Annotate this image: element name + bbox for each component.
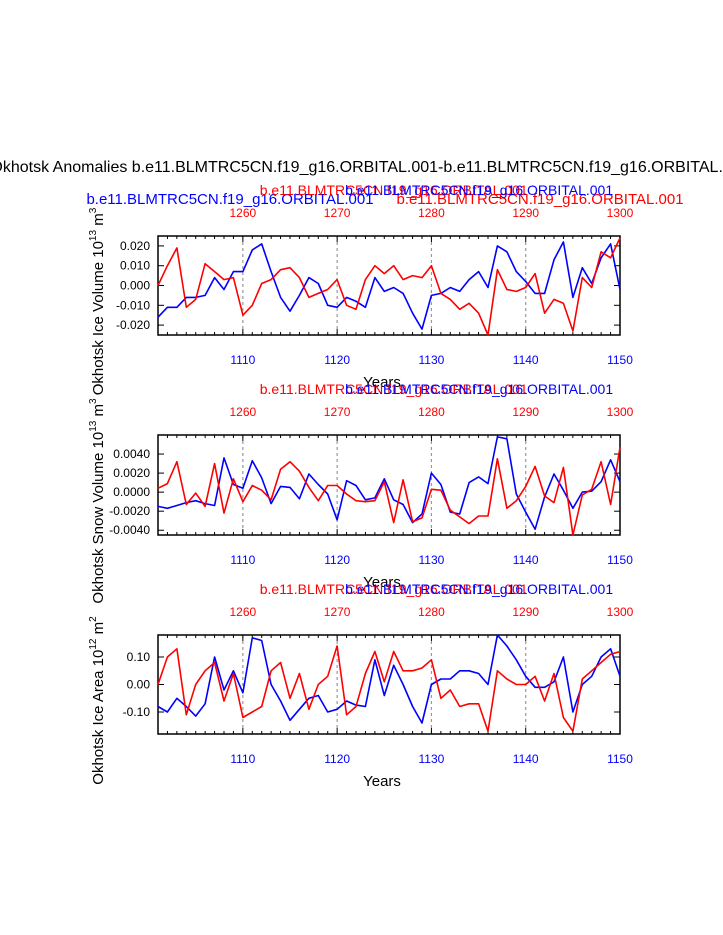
x-tick-label: 1150: [607, 752, 633, 766]
x-tick-label: 1150: [607, 553, 633, 567]
panel-ice-area: b.e11.BLMTRC5CN.f19_g16.ORBITAL.001b.e11…: [88, 581, 634, 790]
top-tick-label: 1270: [324, 405, 351, 419]
top-title-red: b.e11.BLMTRC5CN.f19_g16.ORBITAL.001: [260, 182, 528, 198]
plot-frame: [157, 235, 621, 336]
figure-title: Okhotsk Anomalies b.e11.BLMTRC5CN.f19_g1…: [0, 159, 723, 176]
series-line-blue: [157, 241, 621, 330]
y-axis-label-text: Okhotsk Ice Area 10: [90, 650, 107, 785]
x-tick-label: 1150: [607, 353, 633, 367]
top-tick-label: 1270: [324, 206, 351, 220]
top-tick-label: 1270: [324, 605, 351, 619]
y-axis-label-unit: m: [90, 622, 107, 639]
x-tick-label: 1120: [324, 752, 350, 766]
x-tick-label: 1110: [230, 553, 255, 567]
y-tick-label: 0.00: [127, 678, 151, 692]
y-axis-label-unit-exp: 3: [88, 207, 99, 213]
y-tick-label: -0.010: [116, 298, 150, 312]
y-axis-label-unit-exp: 3: [88, 398, 99, 404]
y-tick-label: -0.0020: [109, 504, 150, 518]
y-axis-label: Okhotsk Ice Area 1012 m2: [88, 616, 107, 785]
top-tick-label: 1280: [418, 206, 445, 220]
top-title-red: b.e11.BLMTRC5CN.f19_g16.ORBITAL.001: [260, 581, 528, 597]
top-tick-label: 1300: [607, 605, 634, 619]
top-tick-label: 1260: [230, 405, 257, 419]
top-title-red: b.e11.BLMTRC5CN.f19_g16.ORBITAL.001: [260, 381, 528, 397]
top-tick-label: 1290: [512, 605, 539, 619]
series-line-blue: [157, 436, 621, 531]
subtitle-right-red: b.e11.BLMTRC5CN.f19_g16.ORBITAL.001: [396, 191, 683, 208]
x-tick-label: 1120: [324, 353, 350, 367]
y-axis-label: Okhotsk Ice Volume 1013 m3: [88, 207, 107, 395]
plot-frame: [157, 434, 621, 536]
y-tick-label: 0.0020: [113, 466, 150, 480]
panel-snow-volume: b.e11.BLMTRC5CN.f19_g16.ORBITAL.001b.e11…: [88, 381, 634, 604]
y-tick-label: -0.020: [116, 318, 150, 332]
y-axis-label-exp: 13: [88, 420, 99, 432]
y-axis-label-exp: 13: [88, 229, 99, 241]
x-axis-label: Years: [363, 773, 401, 790]
x-tick-label: 1140: [513, 752, 539, 766]
top-tick-label: 1300: [607, 405, 634, 419]
top-tick-label: 1290: [512, 206, 539, 220]
y-axis-label-exp: 12: [88, 638, 99, 650]
y-axis-label: Okhotsk Snow Volume 1013 m3: [88, 398, 107, 604]
y-tick-label: 0.010: [120, 259, 150, 273]
y-tick-label: 0.0040: [113, 447, 150, 461]
x-tick-label: 1110: [230, 353, 255, 367]
x-tick-label: 1140: [513, 553, 539, 567]
y-axis-label-unit-exp: 2: [88, 616, 99, 622]
series-line-red: [157, 645, 621, 733]
top-tick-label: 1260: [230, 206, 257, 220]
x-tick-label: 1130: [419, 553, 445, 567]
y-axis-label-unit: m: [90, 213, 107, 230]
subtitle-left-blue: b.e11.BLMTRC5CN.f19_g16.ORBITAL.001: [86, 191, 373, 208]
top-title-blue: b.e11.BLMTRC5CN.f19_g16.ORBITAL.001: [345, 381, 613, 397]
y-tick-label: 0.0000: [113, 485, 150, 499]
x-axis-label: Years: [363, 574, 401, 591]
x-tick-label: 1140: [513, 353, 539, 367]
y-tick-label: -0.0040: [109, 523, 150, 537]
x-tick-label: 1130: [419, 353, 445, 367]
series-line-red: [157, 237, 621, 336]
x-tick-label: 1120: [324, 553, 350, 567]
y-tick-label: 0.020: [120, 239, 150, 253]
y-axis-label-text: Okhotsk Snow Volume 10: [90, 432, 107, 604]
y-tick-label: 0.10: [127, 650, 151, 664]
top-tick-label: 1300: [607, 206, 634, 220]
y-tick-label: -0.10: [123, 705, 151, 719]
x-tick-label: 1130: [419, 752, 445, 766]
y-axis-label-unit: m: [90, 404, 107, 421]
x-axis-label: Years: [363, 374, 401, 391]
top-tick-label: 1260: [230, 605, 257, 619]
y-tick-label: 0.000: [120, 279, 150, 293]
x-tick-label: 1110: [230, 752, 255, 766]
top-tick-label: 1280: [418, 405, 445, 419]
top-tick-label: 1280: [418, 605, 445, 619]
series-line-red: [157, 447, 621, 536]
series-line-blue: [157, 634, 621, 724]
y-axis-label-text: Okhotsk Ice Volume 10: [90, 241, 107, 395]
top-title-blue: b.e11.BLMTRC5CN.f19_g16.ORBITAL.001: [345, 581, 613, 597]
top-title-blue: b.e11.BLMTRC5CN.f19_g16.ORBITAL.001: [345, 182, 613, 198]
panel-ice-volume: b.e11.BLMTRC5CN.f19_g16.ORBITAL.001b.e11…: [88, 182, 634, 395]
top-tick-label: 1290: [512, 405, 539, 419]
